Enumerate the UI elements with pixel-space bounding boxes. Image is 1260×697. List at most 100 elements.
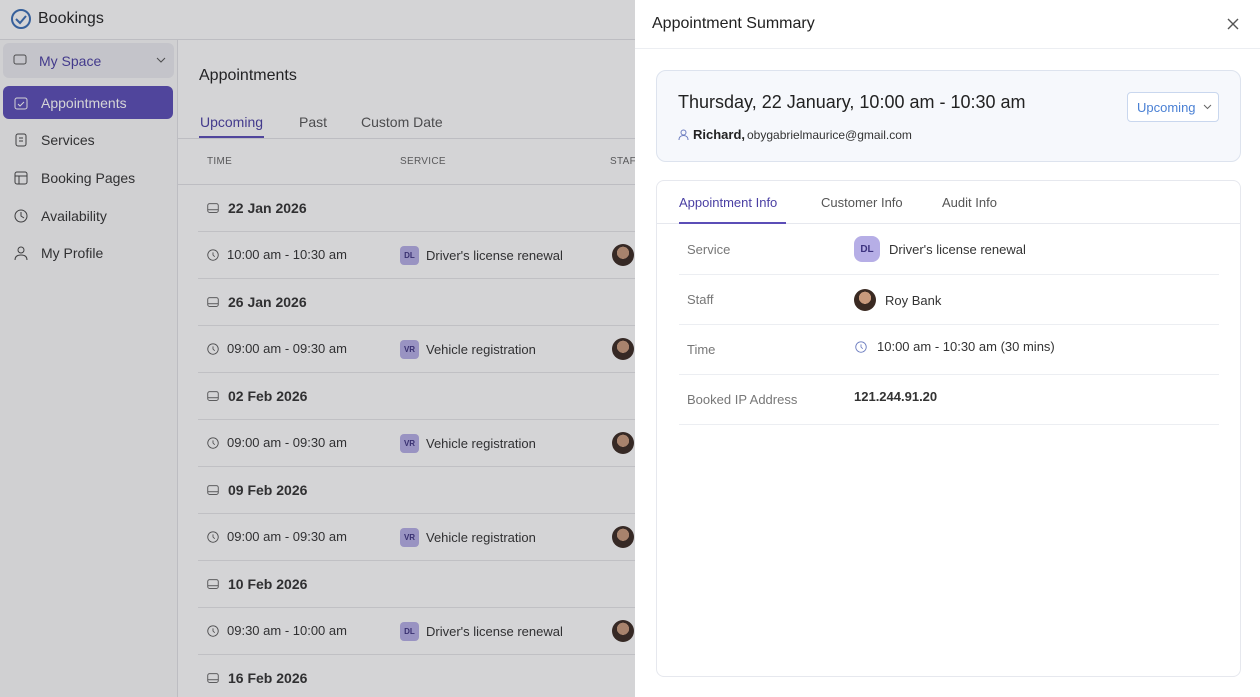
service-badge: VR bbox=[400, 434, 419, 453]
date-row: 02 Feb 2026 bbox=[198, 373, 635, 420]
time-cell: 09:00 am - 09:30 am bbox=[206, 529, 347, 544]
detail-text: 121.244.91.20 bbox=[854, 389, 938, 404]
detail-row: Service DL Driver's license renewal bbox=[679, 225, 1219, 275]
service-badge: VR bbox=[400, 528, 419, 547]
time-cell: 09:00 am - 09:30 am bbox=[206, 341, 347, 356]
sidebar: My Space Appointments Services Booking Pag… bbox=[0, 40, 178, 697]
icon bbox=[207, 673, 219, 683]
time-cell: 09:00 am - 09:30 am bbox=[206, 435, 347, 450]
detail-label: Staff bbox=[687, 292, 714, 307]
icon bbox=[207, 624, 219, 637]
datetime: Thursday, 22 January, 10:00 am - 10:30 a… bbox=[678, 92, 1026, 112]
nav-item[interactable]: My Profile bbox=[3, 237, 173, 270]
nav-item[interactable]: Services bbox=[3, 124, 173, 157]
service-badge: DL bbox=[854, 236, 880, 262]
staff-avatar bbox=[612, 338, 634, 360]
icon bbox=[207, 342, 219, 355]
user-icon bbox=[678, 129, 689, 141]
detail-row: Time 10:00 am - 10:30 am (30 mins) bbox=[679, 325, 1219, 375]
tab[interactable]: Appointment Info bbox=[679, 195, 778, 210]
appointment-row[interactable]: 09:00 am - 09:30 am VR Vehicle registratio… bbox=[198, 420, 635, 467]
nav-label: Availability bbox=[41, 207, 107, 224]
divider bbox=[635, 48, 1260, 49]
divider bbox=[657, 223, 1240, 224]
icon bbox=[207, 485, 219, 495]
date-row: 09 Feb 2026 bbox=[198, 467, 635, 514]
customer-name: Richard, bbox=[693, 127, 746, 142]
overlay[interactable] bbox=[0, 0, 635, 697]
detail-label: Time bbox=[687, 342, 716, 357]
service: Vehicle registration bbox=[426, 342, 536, 357]
detail-value: Roy Bank bbox=[854, 289, 941, 311]
icon bbox=[14, 171, 28, 185]
space-selector[interactable]: My Space bbox=[3, 43, 174, 78]
icon bbox=[207, 248, 219, 261]
date: 16 Feb 2026 bbox=[228, 670, 308, 686]
nav-item[interactable]: Appointments bbox=[3, 86, 173, 119]
appointment-row[interactable]: 09:30 am - 10:00 am DL Driver's license re… bbox=[198, 608, 635, 655]
tab[interactable]: Custom Date bbox=[361, 114, 443, 130]
icon bbox=[207, 579, 219, 589]
summary-card: Thursday, 22 January, 10:00 am - 10:30 a… bbox=[656, 70, 1241, 162]
icon bbox=[13, 54, 27, 64]
service-cell: DL Driver's license renewal bbox=[400, 622, 563, 641]
appointment-row[interactable]: 09:00 am - 09:30 am VR Vehicle registratio… bbox=[198, 326, 635, 373]
status: Upcoming bbox=[1137, 99, 1196, 115]
panel-title: Appointment Summary bbox=[652, 15, 815, 32]
icon bbox=[15, 133, 27, 147]
nav-label: Booking Pages bbox=[41, 169, 136, 186]
date: 22 Jan 2026 bbox=[228, 200, 307, 216]
service-badge: DL bbox=[400, 246, 419, 265]
service-cell: VR Vehicle registration bbox=[400, 434, 536, 453]
staff-avatar bbox=[612, 244, 634, 266]
chevron bbox=[1203, 104, 1211, 110]
nav-item[interactable]: Booking Pages bbox=[3, 161, 173, 194]
service-cell: VR Vehicle registration bbox=[400, 528, 536, 547]
logo bbox=[11, 9, 31, 29]
column-header: STAFF bbox=[610, 156, 635, 167]
detail-text: Roy Bank bbox=[885, 292, 942, 308]
date: 10 Feb 2026 bbox=[228, 576, 308, 592]
space-name: My Space bbox=[39, 52, 102, 69]
icon bbox=[207, 391, 219, 401]
app-name: Bookings bbox=[38, 10, 104, 27]
time: 09:00 am - 09:30 am bbox=[227, 341, 347, 356]
nav-item[interactable]: Availability bbox=[3, 199, 173, 232]
tab[interactable]: Upcoming bbox=[200, 114, 264, 130]
nav-label: Appointments bbox=[41, 94, 127, 111]
time: 09:00 am - 09:30 am bbox=[227, 529, 347, 544]
side-panel: Appointment Summary Thursday, 22 January… bbox=[635, 0, 1260, 697]
tab-underline bbox=[199, 136, 264, 138]
icon bbox=[14, 246, 28, 261]
icon bbox=[207, 297, 219, 307]
icon bbox=[207, 436, 219, 449]
date-row: 10 Feb 2026 bbox=[198, 561, 635, 608]
tab[interactable]: Past bbox=[299, 114, 328, 130]
time-cell: 09:30 am - 10:00 am bbox=[206, 623, 347, 638]
time-cell: 10:00 am - 10:30 am bbox=[206, 247, 347, 262]
tab[interactable]: Audit Info bbox=[942, 195, 997, 210]
date-row: 26 Jan 2026 bbox=[198, 279, 635, 326]
icon bbox=[855, 340, 867, 353]
service-badge: DL bbox=[400, 622, 419, 641]
appointment-row[interactable]: 09:00 am - 09:30 am VR Vehicle registratio… bbox=[198, 514, 635, 561]
icon bbox=[207, 203, 219, 213]
date: 02 Feb 2026 bbox=[228, 388, 308, 404]
column-header: SERVICE bbox=[400, 156, 446, 167]
tab[interactable]: Customer Info bbox=[821, 195, 903, 210]
staff-avatar bbox=[612, 620, 634, 642]
service: Driver's license renewal bbox=[426, 248, 563, 263]
page-title: Appointments bbox=[199, 67, 297, 84]
service-cell: DL Driver's license renewal bbox=[400, 246, 563, 265]
customer-email: obygabrielmaurice@gmail.com bbox=[747, 128, 912, 142]
details-card: Appointment Info Customer Info Audit Info … bbox=[656, 180, 1241, 677]
nav-label: My Profile bbox=[41, 245, 104, 262]
nav-label: Services bbox=[41, 132, 95, 149]
appointment-row[interactable]: 10:00 am - 10:30 am DL Driver's license re… bbox=[198, 232, 635, 279]
status-dropdown[interactable]: Upcoming bbox=[1127, 92, 1219, 122]
service-cell: VR Vehicle registration bbox=[400, 340, 536, 359]
detail-row: Booked IP Address 121.244.91.20 bbox=[679, 375, 1219, 425]
detail-text: Driver's license renewal bbox=[889, 241, 1026, 257]
close[interactable] bbox=[1227, 18, 1239, 30]
